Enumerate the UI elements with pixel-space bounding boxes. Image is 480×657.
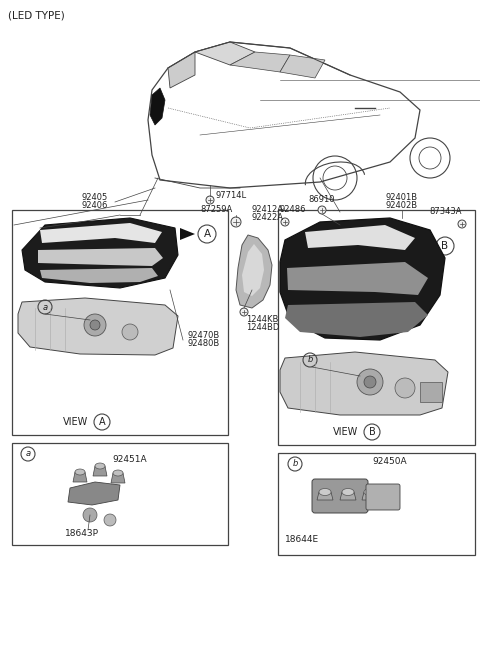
Polygon shape <box>40 223 162 243</box>
FancyBboxPatch shape <box>312 479 368 513</box>
Circle shape <box>83 508 97 522</box>
Circle shape <box>240 308 248 316</box>
Polygon shape <box>68 482 120 505</box>
Circle shape <box>84 314 106 336</box>
Ellipse shape <box>342 489 354 495</box>
Bar <box>278 453 475 555</box>
Polygon shape <box>150 88 165 125</box>
Text: 86910: 86910 <box>309 196 335 204</box>
Text: B: B <box>442 241 449 251</box>
Polygon shape <box>280 352 448 415</box>
Text: 92401B: 92401B <box>386 194 418 202</box>
Text: 92405: 92405 <box>82 194 108 202</box>
Polygon shape <box>22 218 178 288</box>
Ellipse shape <box>319 489 331 495</box>
Text: 92451A: 92451A <box>113 455 147 464</box>
Polygon shape <box>236 235 272 308</box>
Text: A: A <box>204 229 211 239</box>
Text: 1244KB: 1244KB <box>246 315 278 325</box>
Polygon shape <box>38 248 163 266</box>
Text: 92402B: 92402B <box>386 202 418 210</box>
Text: 92470B: 92470B <box>188 332 220 340</box>
Circle shape <box>318 206 326 214</box>
Polygon shape <box>111 473 125 483</box>
Circle shape <box>458 220 466 228</box>
Text: 92480B: 92480B <box>188 340 220 348</box>
Circle shape <box>281 218 289 226</box>
Text: VIEW: VIEW <box>63 417 88 427</box>
Text: b: b <box>307 355 312 365</box>
Polygon shape <box>93 466 107 476</box>
Circle shape <box>206 196 214 204</box>
Circle shape <box>357 369 383 395</box>
Ellipse shape <box>95 463 105 469</box>
Polygon shape <box>415 240 430 252</box>
Text: a: a <box>42 302 48 311</box>
Text: b: b <box>292 459 298 468</box>
Polygon shape <box>362 492 378 500</box>
Polygon shape <box>195 42 255 65</box>
Circle shape <box>104 514 116 526</box>
Text: A: A <box>99 417 105 427</box>
Text: VIEW: VIEW <box>333 427 358 437</box>
Polygon shape <box>285 302 428 337</box>
Circle shape <box>364 376 376 388</box>
Circle shape <box>395 378 415 398</box>
FancyBboxPatch shape <box>366 484 400 510</box>
Polygon shape <box>280 218 445 340</box>
Text: 97714L: 97714L <box>215 191 246 200</box>
Text: 92412A: 92412A <box>252 206 284 214</box>
Text: 18643P: 18643P <box>65 528 99 537</box>
Bar <box>12 210 228 435</box>
Bar <box>420 382 442 402</box>
Bar <box>278 210 475 445</box>
Circle shape <box>231 217 241 227</box>
Text: a: a <box>25 449 31 459</box>
Polygon shape <box>305 225 415 250</box>
Text: 92450A: 92450A <box>372 457 408 466</box>
Polygon shape <box>287 262 428 295</box>
Polygon shape <box>180 228 195 240</box>
Text: 92486: 92486 <box>280 206 307 214</box>
Text: 87259A: 87259A <box>200 206 232 214</box>
Text: 92406: 92406 <box>82 202 108 210</box>
Circle shape <box>90 320 100 330</box>
Circle shape <box>122 324 138 340</box>
Bar <box>12 443 228 545</box>
Polygon shape <box>340 492 356 500</box>
Polygon shape <box>18 298 178 355</box>
Ellipse shape <box>75 469 85 475</box>
Polygon shape <box>168 52 195 88</box>
Polygon shape <box>280 55 325 78</box>
Text: 87343A: 87343A <box>430 208 462 217</box>
Text: B: B <box>369 427 375 437</box>
Text: (LED TYPE): (LED TYPE) <box>8 10 65 20</box>
Text: 92422A: 92422A <box>252 214 284 223</box>
Polygon shape <box>317 492 333 500</box>
Polygon shape <box>230 52 290 72</box>
Polygon shape <box>242 244 264 296</box>
Text: 18644E: 18644E <box>285 535 319 545</box>
Text: 1244BD: 1244BD <box>246 323 279 332</box>
Ellipse shape <box>364 489 376 495</box>
Polygon shape <box>73 472 87 482</box>
Ellipse shape <box>113 470 123 476</box>
Polygon shape <box>40 268 158 283</box>
